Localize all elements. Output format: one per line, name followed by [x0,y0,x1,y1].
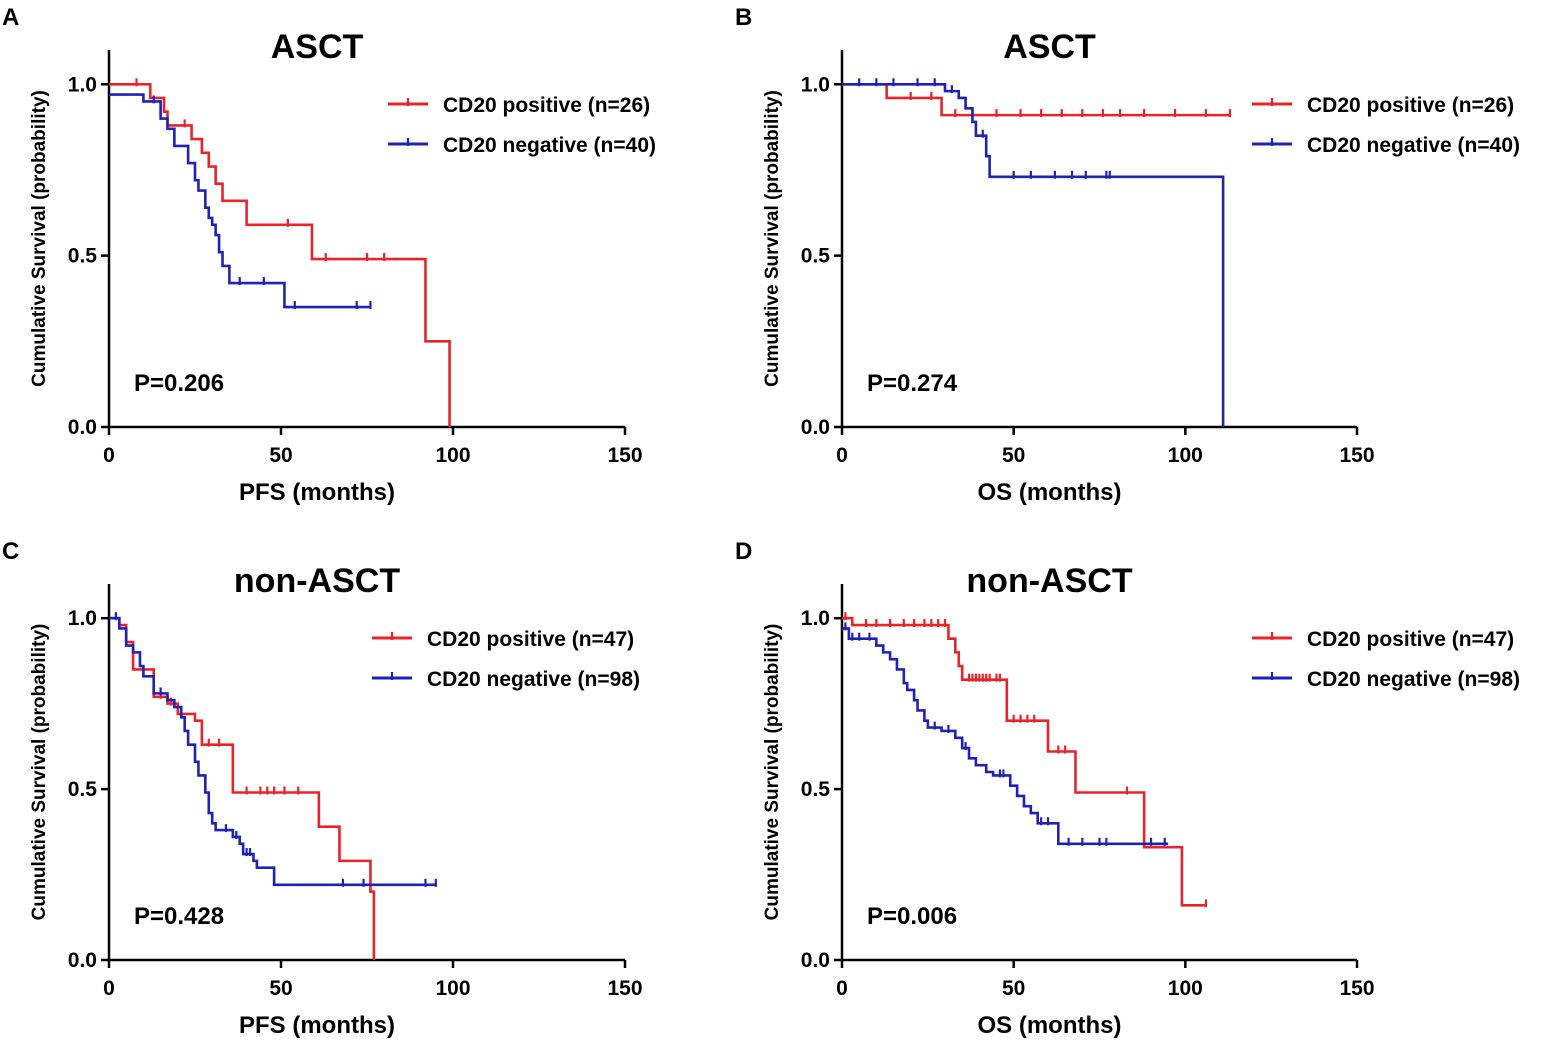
y-tick-label: 0.0 [801,949,830,972]
x-tick-label: 50 [1002,977,1025,1000]
y-tick-label: 0.5 [68,245,98,268]
survival-curve [109,93,371,309]
y-tick-label: 1.0 [801,73,830,96]
legend-entry: CD20 negative (n=40) [388,134,656,157]
panel-letter: C [2,538,19,565]
p-value: P=0.274 [867,370,958,397]
legend-label: CD20 positive (n=26) [443,94,650,117]
x-tick-label: 50 [269,977,292,1000]
y-tick-label: 0.5 [801,245,831,268]
legend-entry: CD20 positive (n=26) [388,94,650,117]
legend-label: CD20 positive (n=26) [1307,94,1514,117]
legend-entry: CD20 positive (n=47) [372,628,634,651]
x-tick-label: 50 [1002,444,1025,467]
x-tick-label: 100 [435,444,470,467]
legend-label: CD20 negative (n=98) [1307,668,1520,691]
series-cd20-positive [109,616,376,960]
y-tick-label: 1.0 [68,73,97,96]
x-tick-label: 150 [607,977,642,1000]
x-tick-label: 0 [836,444,848,467]
survival-curve [109,616,436,887]
legend-entry: CD20 positive (n=26) [1252,94,1514,117]
x-tick-label: 150 [607,444,642,467]
survival-curve [109,616,376,960]
panel-letter: D [735,538,752,565]
x-tick-label: 50 [269,444,292,467]
x-tick-label: 100 [1168,444,1203,467]
x-tick-label: 100 [1168,977,1203,1000]
series-cd20-negative [109,612,437,887]
legend-label: CD20 negative (n=98) [427,668,640,691]
x-tick-label: 100 [435,977,470,1000]
series-cd20-positive [109,78,451,427]
survival-curve [109,82,451,427]
survival-curve [842,627,1169,846]
y-tick-label: 1.0 [68,607,97,630]
x-tick-label: 150 [1339,977,1374,1000]
x-tick-label: 0 [103,977,115,1000]
legend-label: CD20 positive (n=47) [427,628,634,651]
y-axis-label: Cumulative Survival (probability) [29,90,50,387]
y-tick-label: 0.0 [68,416,97,439]
p-value: P=0.428 [134,903,224,930]
panel-a: A ASCT 0 50 100 150 0.0 0.5 1.0 PFS (months) Cumul… [2,4,656,506]
y-tick-label: 0.5 [801,778,831,801]
legend-entry: CD20 negative (n=98) [1252,668,1520,691]
survival-curve [842,616,1206,907]
x-tick-label: 0 [103,444,115,467]
panel-letter: B [735,4,752,31]
panel-b: B ASCT 0 50 100 150 0.0 0.5 1.0 OS (months) Cumula… [735,4,1520,506]
chart-title: non-ASCT [234,562,400,600]
p-value: P=0.206 [134,370,224,397]
legend-entry: CD20 negative (n=98) [372,668,640,691]
x-axis-label: OS (months) [978,479,1122,506]
series-cd20-negative [842,622,1169,846]
p-value: P=0.006 [867,903,957,930]
legend-entry: CD20 positive (n=47) [1252,628,1514,651]
chart-title: ASCT [271,28,364,66]
legend-label: CD20 negative (n=40) [443,134,656,157]
chart-title: non-ASCT [966,562,1132,600]
survival-curve [842,82,1225,427]
chart-title: ASCT [1003,28,1096,66]
y-axis-label: Cumulative Survival (probability) [29,624,50,921]
x-tick-label: 150 [1339,444,1374,467]
legend-label: CD20 negative (n=40) [1307,134,1520,157]
x-tick-label: 0 [836,977,848,1000]
x-axis-label: PFS (months) [239,1012,395,1039]
y-axis-label: Cumulative Survival (probability) [762,624,783,921]
series-cd20-positive [842,612,1208,908]
series-cd20-positive [842,82,1232,118]
series-cd20-negative [109,93,372,310]
legend-label: CD20 positive (n=47) [1307,628,1514,651]
y-tick-label: 1.0 [801,607,830,630]
legend-entry: CD20 negative (n=40) [1252,134,1520,157]
x-axis-label: PFS (months) [239,479,395,506]
panel-letter: A [2,4,19,31]
y-axis-label: Cumulative Survival (probability) [762,90,783,387]
survival-curve [842,82,1230,117]
y-tick-label: 0.5 [68,778,98,801]
y-tick-label: 0.0 [68,949,97,972]
x-axis-label: OS (months) [978,1012,1122,1039]
series-cd20-negative [842,78,1225,427]
y-tick-label: 0.0 [801,416,830,439]
